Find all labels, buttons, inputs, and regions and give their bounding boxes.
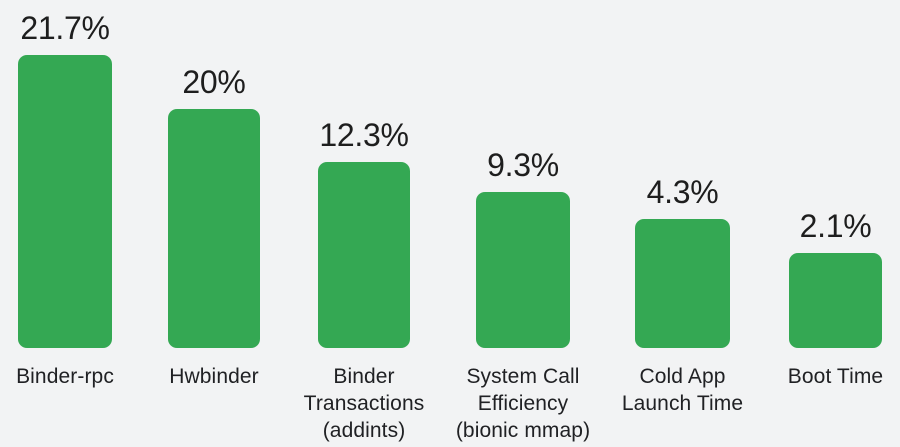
bar-boot-time [789,253,882,348]
bar-hwbinder [168,109,260,348]
bar-group-system-call-efficiency: 9.3% System Call Efficiency (bionic mmap… [456,0,590,447]
value-label-boot-time: 2.1% [799,208,872,244]
value-label-binder-transactions: 12.3% [319,117,409,153]
value-label-system-call-efficiency: 9.3% [487,147,559,183]
bar-group-hwbinder: 20% Hwbinder [168,0,260,447]
category-label-system-call-efficiency: System Call Efficiency (bionic mmap) [455,365,591,442]
category-label-boot-time: Boot Time [787,365,884,388]
bar-group-binder-rpc: 21.7% Binder-rpc [16,0,114,447]
value-label-cold-app-launch-time: 4.3% [646,174,719,210]
bar-binder-rpc [18,55,112,348]
value-label-hwbinder: 20% [182,64,246,100]
value-label-binder-rpc: 21.7% [20,10,110,46]
category-label-hwbinder: Hwbinder [169,365,259,388]
bar-binder-transactions [318,162,410,348]
category-label-binder-transactions: Binder Transactions (addints) [303,365,425,442]
bar-group-boot-time: 2.1% Boot Time [787,0,884,447]
bar-group-cold-app-launch-time: 4.3% Cold App Launch Time [622,0,743,447]
bar-system-call-efficiency [476,192,570,348]
category-label-binder-rpc: Binder-rpc [16,365,114,388]
bar-group-binder-transactions: 12.3% Binder Transactions (addints) [304,0,425,447]
category-label-cold-app-launch-time: Cold App Launch Time [621,365,744,415]
bar-cold-app-launch-time [635,219,730,348]
